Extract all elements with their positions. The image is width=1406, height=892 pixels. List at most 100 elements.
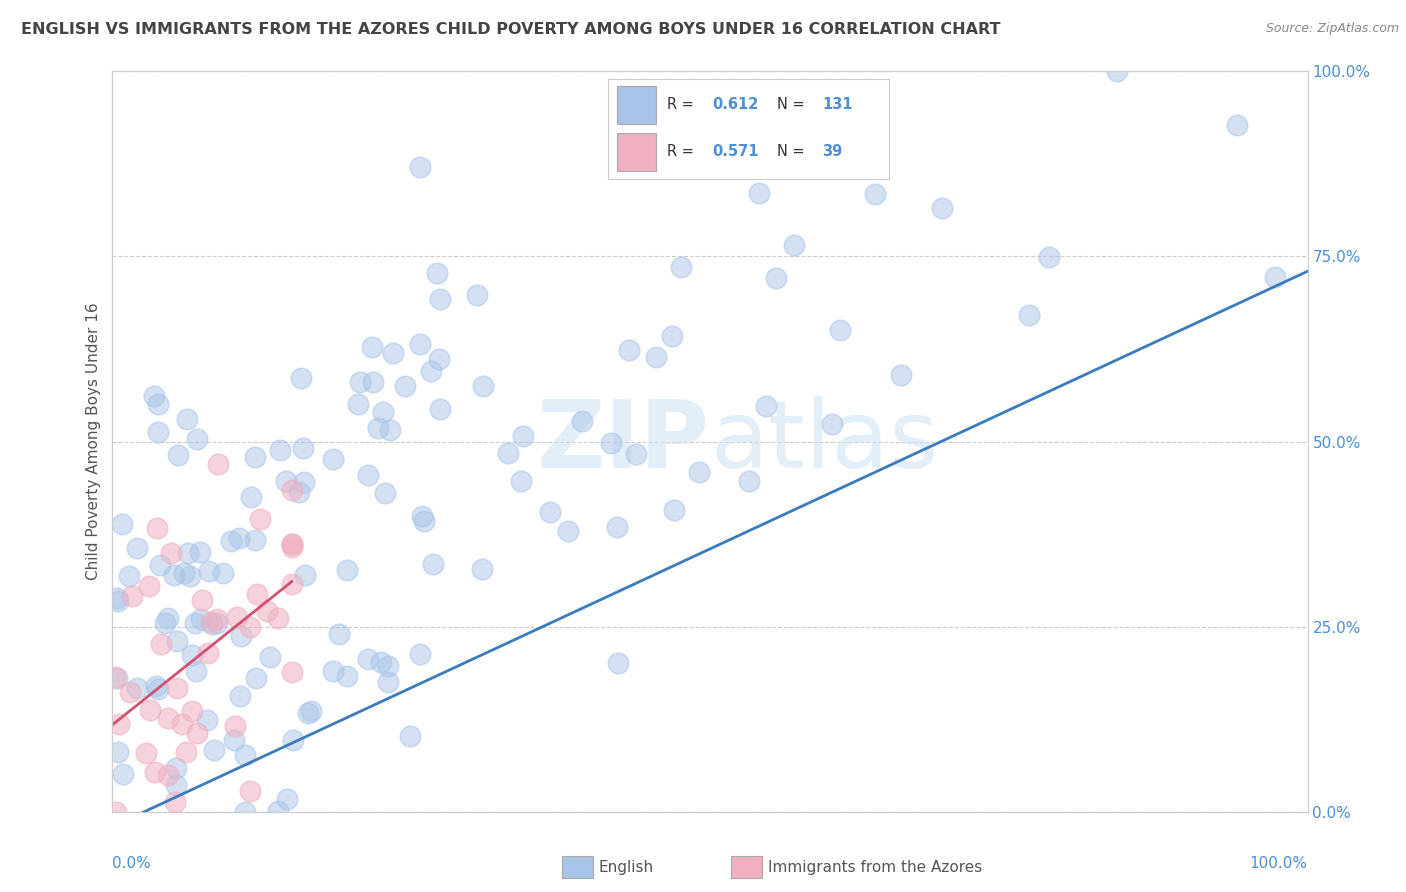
Point [291, 441, 314, 455]
Point [226, 610, 249, 624]
Point [267, 611, 290, 625]
Point [121, 589, 143, 603]
Point [429, 401, 451, 416]
Point [157, 711, 180, 725]
Point [269, 442, 291, 457]
Point [1264, 270, 1286, 285]
Point [188, 545, 211, 559]
Point [281, 537, 304, 551]
Point [373, 405, 395, 419]
Text: Source: ZipAtlas.com: Source: ZipAtlas.com [1265, 22, 1399, 36]
Point [1105, 64, 1128, 78]
Y-axis label: Child Poverty Among Boys Under 16: Child Poverty Among Boys Under 16 [86, 302, 101, 581]
Point [377, 674, 399, 689]
Point [1018, 308, 1040, 322]
Point [557, 524, 579, 539]
Point [157, 768, 180, 782]
Point [600, 436, 623, 450]
Point [125, 681, 148, 695]
Point [145, 680, 167, 694]
Point [471, 562, 494, 576]
Point [224, 732, 246, 747]
Point [146, 425, 169, 439]
Point [538, 505, 561, 519]
Point [274, 474, 297, 488]
Point [374, 486, 396, 500]
Point [259, 650, 281, 665]
Point [429, 351, 451, 366]
Point [107, 593, 129, 607]
Point [863, 187, 886, 202]
Point [738, 474, 761, 488]
Point [166, 634, 188, 648]
Point [394, 379, 416, 393]
Point [198, 564, 221, 578]
Point [467, 288, 489, 302]
Point [422, 557, 444, 571]
Point [233, 805, 256, 819]
Point [105, 591, 128, 606]
Point [281, 733, 304, 747]
Point [662, 502, 685, 516]
Point [177, 546, 200, 560]
Point [755, 399, 778, 413]
Point [174, 745, 197, 759]
Point [166, 681, 188, 695]
Point [146, 397, 169, 411]
Point [357, 652, 380, 666]
Point [399, 729, 422, 743]
Point [412, 514, 434, 528]
Point [118, 569, 141, 583]
Point [145, 521, 167, 535]
Point [347, 397, 370, 411]
Point [471, 378, 494, 392]
Point [669, 260, 692, 274]
Point [148, 682, 170, 697]
Point [336, 669, 359, 683]
Point [190, 612, 212, 626]
Point [645, 350, 668, 364]
Point [281, 537, 304, 551]
Point [202, 743, 225, 757]
Point [571, 414, 593, 428]
Point [409, 647, 432, 661]
Point [139, 703, 162, 717]
Point [509, 474, 531, 488]
Point [205, 612, 228, 626]
Point [245, 587, 267, 601]
Point [361, 340, 384, 354]
Point [321, 664, 343, 678]
Point [165, 761, 187, 775]
Point [281, 483, 304, 497]
Point [239, 783, 262, 797]
Point [104, 670, 127, 684]
Point [179, 569, 201, 583]
Point [221, 534, 243, 549]
Point [426, 266, 449, 280]
Point [243, 533, 266, 548]
Point [249, 512, 271, 526]
Point [107, 745, 129, 759]
Point [205, 616, 228, 631]
Point [201, 617, 224, 632]
Point [135, 747, 157, 761]
Point [336, 563, 359, 577]
Text: ZIP: ZIP [537, 395, 710, 488]
Point [138, 579, 160, 593]
Point [235, 748, 257, 763]
Point [183, 615, 205, 630]
Point [420, 363, 443, 377]
Point [231, 629, 253, 643]
Point [1038, 250, 1060, 264]
Point [411, 508, 433, 523]
Point [186, 432, 208, 446]
Text: 100.0%: 100.0% [1250, 856, 1308, 871]
Point [181, 704, 204, 718]
Point [363, 376, 385, 390]
Point [143, 765, 166, 780]
Point [381, 346, 404, 360]
Point [297, 706, 319, 720]
Point [118, 685, 141, 699]
Point [606, 520, 628, 534]
Point [176, 411, 198, 425]
